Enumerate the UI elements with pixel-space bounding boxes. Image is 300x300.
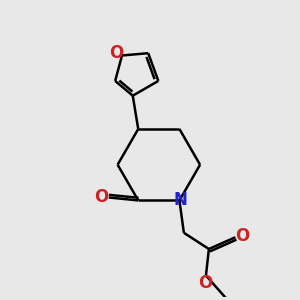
- Text: N: N: [174, 191, 188, 209]
- Text: O: O: [109, 44, 123, 62]
- Text: O: O: [198, 274, 212, 292]
- Text: O: O: [94, 188, 109, 206]
- Text: O: O: [235, 227, 249, 245]
